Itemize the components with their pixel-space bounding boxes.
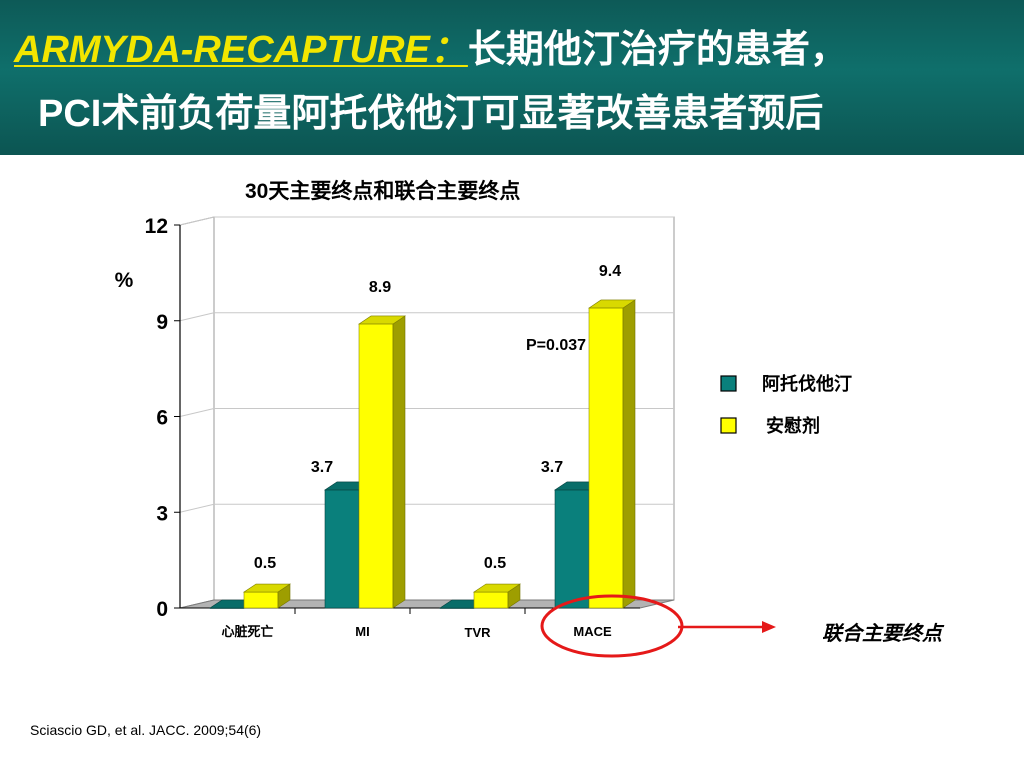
study-name: ARMYDA-RECAPTURE：	[14, 29, 468, 71]
p-value-annotation: P=0.037	[526, 337, 586, 354]
bar-top	[358, 315, 406, 325]
bar-placebo	[588, 307, 624, 609]
bar-side	[392, 315, 406, 609]
x-tick-label: TVR	[465, 625, 492, 640]
gridline-side	[179, 312, 215, 322]
bar-placebo	[358, 323, 394, 609]
x-tick-label: 心脏死亡	[221, 624, 273, 639]
y-axis-label: %	[115, 269, 134, 292]
data-label: 0.5	[254, 555, 276, 572]
slide-title-line2: PCI术前负荷量阿托伐他汀可显著改善患者预后	[38, 93, 824, 135]
bar-atorvastatin	[324, 489, 360, 609]
legend-label: 安慰剂	[766, 415, 820, 436]
y-tick-label: 3	[156, 502, 168, 525]
title-banner: ARMYDA-RECAPTURE：长期他汀治疗的患者， PCI术前负荷量阿托伐他…	[0, 0, 1024, 155]
legend-swatch	[720, 417, 737, 434]
data-label: 9.4	[599, 263, 621, 280]
bar-top	[588, 299, 636, 309]
legend-swatch	[720, 375, 737, 392]
x-tick-label: MI	[355, 624, 369, 639]
bar-placebo	[473, 591, 509, 609]
bar-top	[473, 583, 521, 593]
y-tick-label: 6	[156, 407, 168, 430]
gridline-side	[179, 216, 215, 226]
title-zh: 长期他汀治疗的患者，	[467, 29, 848, 71]
citation: Sciascio GD, et al. JACC. 2009;54(6)	[30, 722, 262, 738]
y-tick-label: 12	[145, 215, 168, 238]
gridline-side	[179, 503, 215, 513]
bar-atorvastatin	[554, 489, 590, 609]
data-label: 8.9	[369, 279, 391, 296]
bar-side	[622, 299, 636, 609]
data-label: 0.5	[484, 555, 506, 572]
bar-top	[243, 583, 291, 593]
data-label: 3.7	[541, 459, 563, 476]
x-tick-label: MACE	[573, 624, 612, 639]
legend-label: 阿托伐他汀	[762, 373, 852, 394]
data-label: 3.7	[311, 459, 333, 476]
y-tick-label: 9	[156, 311, 168, 334]
y-tick-label: 0	[156, 598, 168, 621]
callout-arrow-head	[762, 621, 776, 633]
bar-placebo	[243, 591, 279, 609]
callout-label: 联合主要终点	[822, 622, 945, 645]
chart-title: 30天主要终点和联合主要终点	[245, 180, 521, 203]
gridline-side	[179, 408, 215, 417]
slide-title-line1: ARMYDA-RECAPTURE：长期他汀治疗的患者，	[14, 18, 848, 73]
